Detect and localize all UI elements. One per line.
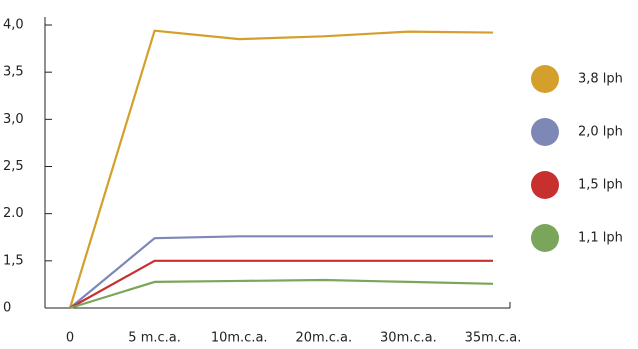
line <box>69 235 493 309</box>
x-tick-label: 30m.c.a. <box>380 331 437 346</box>
x-tick-label: 5 m.c.a. <box>128 331 181 346</box>
x-tick-label: 20m.c.a. <box>295 331 352 346</box>
y-tick-label: 0 <box>3 301 11 316</box>
legend-swatch <box>531 65 559 93</box>
y-tick-label: 3,0 <box>3 112 24 127</box>
legend-swatch <box>531 118 559 146</box>
y-tick-label: 2.0 <box>3 206 24 221</box>
legend-label: 3,8 lph <box>578 72 623 87</box>
y-tick-label: 1,5 <box>3 253 24 268</box>
y-tick-label: 3,5 <box>3 65 24 80</box>
legend-label: 1,5 lph <box>578 178 623 193</box>
legend-swatch <box>531 171 559 199</box>
y-tick-label: 4,0 <box>3 18 24 33</box>
x-tick-label: 10m.c.a. <box>211 331 268 346</box>
x-tick-label: 0 <box>66 331 74 346</box>
line <box>69 259 493 309</box>
legend-label: 2,0 lph <box>578 125 623 140</box>
line <box>68 29 494 309</box>
line <box>69 278 494 310</box>
x-tick-label: 35m.c.a. <box>465 331 522 346</box>
legend-label: 1,1 lph <box>578 231 623 246</box>
legend-swatch <box>531 224 559 252</box>
y-tick-label: 2,5 <box>3 159 24 174</box>
